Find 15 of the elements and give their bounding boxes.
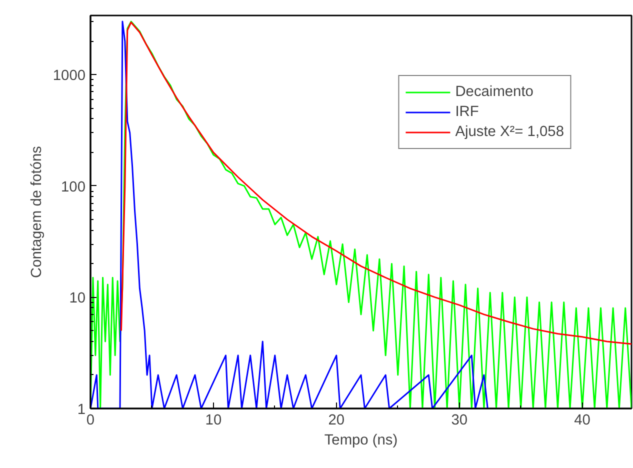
y-axis-title: Contagem de fotóns xyxy=(28,146,45,278)
legend-label: IRF xyxy=(455,104,479,120)
y-tick-label: 10 xyxy=(69,290,86,307)
x-tick-label: 30 xyxy=(451,412,468,428)
x-tick-label: 20 xyxy=(328,412,345,428)
legend-label: Decaimento xyxy=(455,84,534,100)
legend-label: Ajuste X²= 1,058 xyxy=(455,124,564,140)
x-tick-label: 10 xyxy=(205,412,222,428)
x-tick-label: 40 xyxy=(574,412,590,428)
x-axis-title: Tempo (ns) xyxy=(324,432,398,448)
line-series xyxy=(120,22,632,345)
y-tick-label: 1 xyxy=(77,402,86,418)
y-tick-label: 1000 xyxy=(52,68,86,84)
x-tick-label: 0 xyxy=(86,412,95,428)
y-tick-label: 100 xyxy=(61,179,86,196)
